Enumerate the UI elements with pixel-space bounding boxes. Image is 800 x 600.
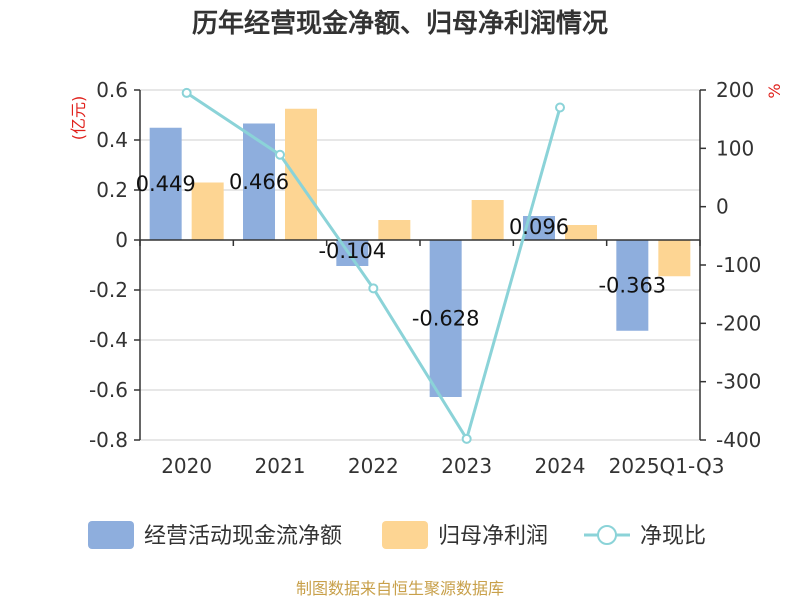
right-tick-label: -400 [716, 428, 761, 452]
left-tick-label: -0.2 [89, 278, 128, 302]
cashflow-data-label: 0.449 [136, 172, 196, 196]
net-profit-bar [471, 200, 504, 240]
axes: 0.6 0.4 0.2 0 -0.2 -0.4 -0.6 -0.8 200 100 0 -100 -20… [89, 78, 761, 478]
legend: 经营活动现金流净额 归母净利润 净现比 [88, 521, 706, 549]
cash-ratio-point [461, 433, 472, 444]
net-profit-bar [565, 225, 597, 240]
right-tick-label: 0 [716, 195, 729, 219]
source-note: 制图数据来自恒生聚源数据库 [296, 579, 504, 598]
left-tick-label: -0.8 [89, 428, 128, 452]
right-tick-label: -100 [716, 253, 761, 277]
cashflow-bar [429, 240, 462, 397]
right-tick-label: -300 [716, 370, 761, 394]
left-tick-label: 0.2 [96, 178, 128, 202]
cash-ratio-point [181, 87, 192, 98]
legend-swatch [88, 521, 134, 549]
cashflow-data-label: -0.628 [412, 307, 480, 331]
cash-ratio-point [275, 149, 285, 160]
right-tick-label: -200 [716, 311, 761, 335]
legend-item-cashflow: 经营活动现金流净额 [88, 521, 342, 549]
category-label: 2023 [441, 454, 492, 478]
legend-label: 净现比 [640, 524, 706, 549]
net-profit-bar [191, 182, 224, 240]
legend-label: 经营活动现金流净额 [144, 524, 342, 549]
category-label: 2021 [255, 454, 306, 478]
legend-marker [597, 525, 617, 545]
cashflow-bar [616, 240, 649, 331]
category-label: 2025Q1-Q3 [609, 454, 725, 478]
left-tick-label: -0.6 [89, 378, 128, 402]
legend-item-cash-ratio: 净现比 [584, 524, 706, 549]
right-tick-label: 200 [716, 78, 754, 102]
net-profit-bar [378, 220, 411, 240]
cash-ratio-line [185, 91, 562, 443]
net-profit-bar [658, 240, 691, 277]
cashflow-data-label: 0.096 [509, 215, 569, 239]
left-tick-label: -0.4 [89, 328, 128, 352]
legend-swatch [382, 521, 428, 549]
cashflow-bar [149, 127, 182, 240]
cashflow-data-label: -0.363 [598, 273, 666, 297]
cashflow-bar [243, 123, 275, 240]
cashflow-data-label: 0.466 [229, 170, 289, 194]
category-label: 2022 [348, 454, 399, 478]
right-tick-label: 100 [716, 136, 754, 160]
grid [140, 89, 700, 441]
line-series [181, 87, 565, 444]
left-axis-unit: (亿元) [69, 96, 88, 141]
cashflow-data-label: -0.104 [318, 239, 386, 263]
chart-title: 历年经营现金净额、归母净利润情况 [192, 8, 608, 39]
right-axis-unit: % [765, 83, 784, 98]
left-tick-label: 0.6 [96, 78, 128, 102]
bars [149, 108, 691, 397]
left-tick-label: 0.4 [96, 128, 128, 152]
cash-ratio-point [368, 283, 379, 294]
category-label: 2024 [535, 454, 586, 478]
cash-ratio-point [555, 102, 565, 113]
legend-label: 归母净利润 [438, 524, 548, 549]
legend-item-net-profit: 归母净利润 [382, 521, 548, 549]
net-profit-bar [285, 108, 317, 240]
category-label: 2020 [161, 454, 212, 478]
left-tick-label: 0 [115, 228, 128, 252]
data-labels: 0.449 0.466 -0.104 -0.628 0.096 -0.363 [136, 170, 667, 331]
